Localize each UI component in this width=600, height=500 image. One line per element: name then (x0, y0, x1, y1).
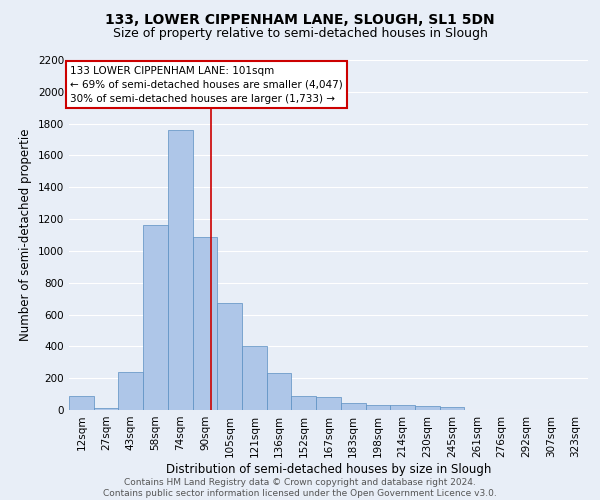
Bar (193, 236, 217, 410)
Text: Size of property relative to semi-detached houses in Slough: Size of property relative to semi-detach… (113, 28, 487, 40)
Bar (440, 407, 464, 410)
Bar (143, 226, 168, 410)
Bar (292, 396, 316, 410)
X-axis label: Distribution of semi-detached houses by size in Slough: Distribution of semi-detached houses by … (166, 462, 491, 475)
Text: Contains HM Land Registry data © Crown copyright and database right 2024.
Contai: Contains HM Land Registry data © Crown c… (103, 478, 497, 498)
Bar (217, 304, 242, 410)
Bar (118, 372, 143, 410)
Bar (94, 408, 118, 410)
Bar (168, 130, 193, 410)
Bar (267, 374, 292, 410)
Bar (390, 405, 415, 410)
Bar (365, 405, 390, 410)
Bar (341, 403, 365, 410)
Bar (69, 396, 94, 410)
Text: 133 LOWER CIPPENHAM LANE: 101sqm
← 69% of semi-detached houses are smaller (4,04: 133 LOWER CIPPENHAM LANE: 101sqm ← 69% o… (70, 66, 343, 104)
Y-axis label: Number of semi-detached propertie: Number of semi-detached propertie (19, 128, 32, 341)
Text: 133, LOWER CIPPENHAM LANE, SLOUGH, SL1 5DN: 133, LOWER CIPPENHAM LANE, SLOUGH, SL1 5… (105, 12, 495, 26)
Bar (415, 406, 440, 410)
Bar (316, 398, 341, 410)
Bar (242, 346, 267, 410)
